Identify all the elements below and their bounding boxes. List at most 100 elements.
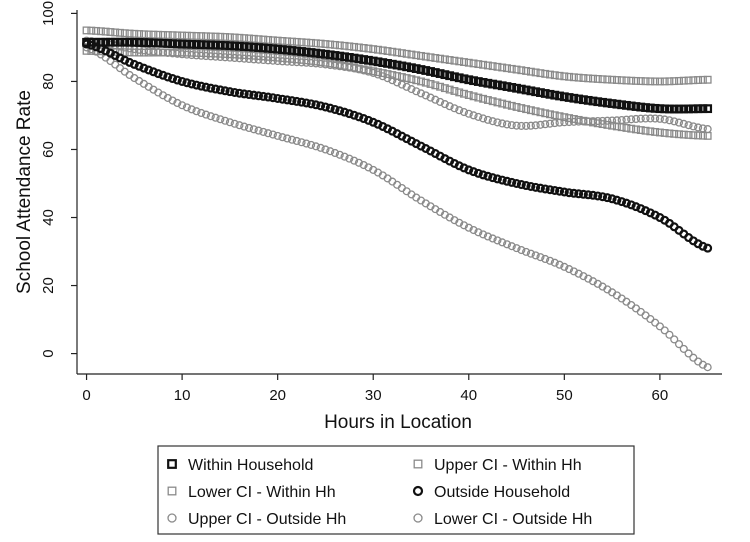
- data-point: [225, 41, 235, 51]
- data-point: [459, 163, 469, 173]
- data-point: [459, 108, 469, 117]
- data-point: [450, 72, 459, 82]
- data-point: [535, 183, 545, 193]
- data-point: [283, 57, 292, 66]
- data-point: [407, 63, 416, 73]
- x-tick-label: 20: [269, 387, 286, 404]
- data-point: [350, 42, 359, 51]
- data-point: [693, 104, 703, 114]
- data-point: [416, 65, 426, 74]
- data-point: [651, 318, 660, 327]
- data-point: [215, 40, 225, 50]
- data-point: [354, 158, 363, 167]
- data-point: [402, 74, 411, 83]
- data-point: [230, 119, 239, 128]
- data-point: [479, 60, 488, 69]
- data-point: [388, 47, 397, 56]
- data-point: [134, 38, 144, 47]
- data-point: [632, 125, 640, 134]
- data-point: [192, 32, 201, 40]
- data-point: [574, 269, 583, 278]
- legend-marker-square: [167, 486, 177, 496]
- series-layer: [82, 26, 713, 372]
- data-point: [326, 60, 335, 70]
- data-point: [502, 82, 512, 91]
- data-point: [593, 116, 602, 126]
- data-point: [215, 85, 225, 95]
- data-point: [612, 99, 622, 109]
- data-point: [292, 37, 301, 46]
- data-point: [426, 80, 435, 88]
- data-point: [488, 97, 497, 106]
- data-point: [235, 33, 244, 42]
- data-point: [244, 54, 254, 64]
- data-point: [225, 33, 234, 42]
- data-point: [665, 330, 674, 339]
- data-point: [641, 126, 650, 135]
- data-point: [354, 65, 363, 74]
- data-point: [268, 93, 278, 103]
- data-point: [230, 87, 240, 97]
- data-point: [316, 39, 325, 48]
- x-tick-label: 50: [556, 387, 573, 404]
- data-point: [459, 221, 469, 230]
- data-point: [307, 58, 316, 68]
- data-point: [531, 121, 540, 130]
- x-tick-label: 30: [365, 387, 382, 404]
- data-point: [349, 53, 359, 63]
- data-point: [536, 88, 545, 98]
- data-point: [350, 156, 359, 165]
- data-point: [541, 69, 550, 78]
- data-point: [560, 118, 569, 127]
- data-point: [373, 57, 383, 67]
- data-point: [158, 70, 168, 80]
- data-point: [196, 81, 206, 91]
- data-point: [110, 37, 120, 47]
- data-point: [206, 32, 215, 41]
- data-point: [148, 67, 158, 77]
- data-point: [273, 36, 282, 45]
- data-point: [349, 110, 359, 120]
- series-outside-household: [82, 39, 713, 253]
- data-point: [268, 130, 277, 139]
- data-point: [120, 48, 129, 57]
- data-point: [120, 43, 129, 52]
- data-point: [163, 31, 172, 40]
- data-point: [244, 123, 254, 132]
- data-point: [669, 104, 679, 114]
- data-point: [412, 87, 421, 96]
- data-point: [101, 27, 110, 36]
- data-point: [498, 99, 507, 108]
- data-point: [555, 186, 565, 196]
- data-point: [507, 83, 517, 92]
- data-point: [225, 53, 234, 62]
- data-point: [302, 58, 311, 67]
- data-point: [670, 335, 679, 344]
- data-point: [464, 223, 473, 232]
- data-point: [474, 93, 483, 102]
- data-point: [216, 52, 225, 62]
- data-point: [469, 59, 478, 68]
- data-point: [397, 80, 406, 89]
- data-point: [159, 30, 167, 39]
- data-point: [608, 75, 617, 84]
- data-point: [258, 43, 268, 53]
- data-point: [703, 131, 712, 140]
- data-point: [268, 56, 277, 65]
- data-point: [201, 110, 211, 119]
- data-point: [436, 82, 445, 91]
- data-point: [627, 124, 636, 133]
- data-point: [550, 185, 560, 195]
- data-point: [163, 48, 172, 57]
- data-point: [660, 104, 670, 114]
- data-point: [698, 131, 707, 140]
- data-point: [211, 113, 220, 122]
- data-point: [172, 75, 182, 85]
- data-point: [521, 181, 531, 191]
- data-point: [684, 104, 693, 114]
- data-point: [302, 38, 311, 47]
- data-point: [536, 120, 545, 129]
- data-point: [397, 49, 406, 58]
- data-point: [608, 116, 617, 125]
- data-point: [655, 322, 664, 331]
